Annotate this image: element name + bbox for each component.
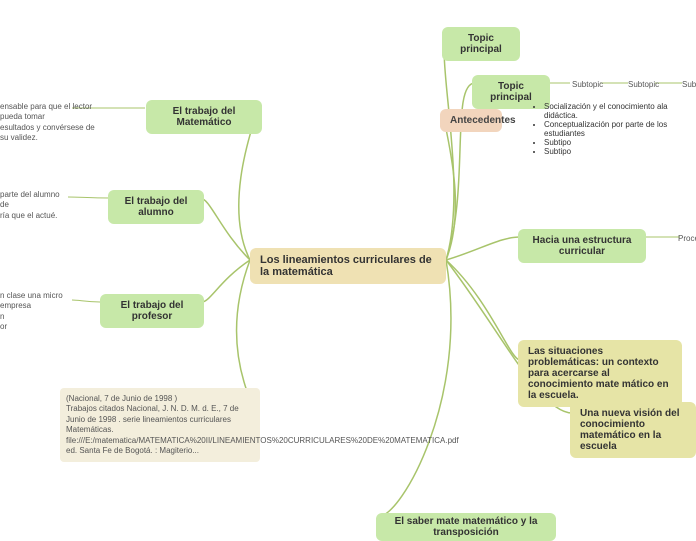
subtopic-2[interactable]: Subtopic — [628, 80, 659, 89]
note-matematico: ensable para que el lector pueda tomar e… — [0, 102, 100, 144]
node-estructura[interactable]: Hacia una estructura curricular — [518, 229, 646, 263]
subtopic-3[interactable]: Sub — [682, 80, 696, 89]
node-topic1[interactable]: Topic principal — [442, 27, 520, 61]
node-matematico[interactable]: El trabajo del Matemático — [146, 100, 262, 134]
note-profesor: n clase una micro empresa n or — [0, 291, 75, 333]
node-vision[interactable]: Una nueva visión del conocimiento matemá… — [570, 402, 696, 458]
central-title: Los lineamientos curriculares de la mate… — [260, 254, 432, 278]
subtopic-1[interactable]: Subtopic — [572, 80, 603, 89]
node-profesor[interactable]: El trabajo del profesor — [100, 294, 204, 328]
antecedentes-list: Socialización y el conocimiento ala didá… — [530, 102, 696, 156]
node-antecedentes[interactable]: Antecedentes — [440, 109, 502, 132]
note-alumno: parte del alumno de ría que el actué. — [0, 190, 70, 221]
node-situaciones[interactable]: Las situaciones problemáticas: un contex… — [518, 340, 682, 407]
node-bottom[interactable]: El saber mate matemático y la transposic… — [376, 513, 556, 541]
node-alumno[interactable]: El trabajo del alumno — [108, 190, 204, 224]
citation-note: (Nacional, 7 de Junio de 1998 ) Trabajos… — [60, 388, 260, 462]
central-node[interactable]: Los lineamientos curriculares de la mate… — [250, 248, 446, 284]
label-proceso: Proces — [678, 234, 696, 243]
